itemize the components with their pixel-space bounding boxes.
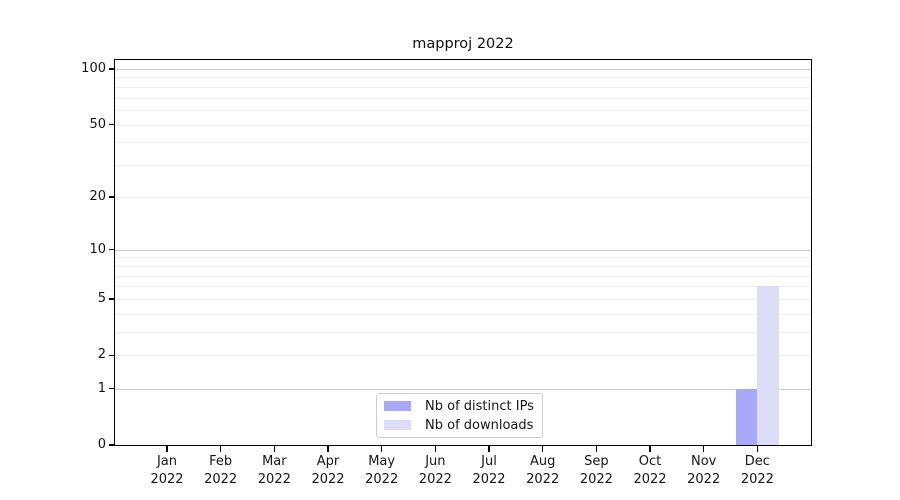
x-tick-mark-1 [166, 446, 168, 452]
gridline-minor-30 [115, 165, 811, 167]
x-tick-label-8: Aug 2022 [526, 454, 560, 487]
legend-item-distinct-ips: Nb of distinct IPs [384, 399, 535, 414]
y-tick-mark-2 [108, 354, 115, 357]
gridline-minor-40 [115, 142, 811, 144]
x-tick-label-2: Feb 2022 [204, 454, 238, 487]
y-tick-mark-20 [108, 196, 115, 198]
x-tick-label-10: Oct 2022 [633, 454, 667, 487]
legend-label-downloads: Nb of downloads [425, 417, 534, 433]
y-tick-label-0: 0 [97, 437, 106, 452]
chart-title: mapproj 2022 [412, 36, 514, 52]
legend-swatch-downloads-icon [384, 419, 411, 431]
gridline-minor-80 [115, 86, 811, 88]
y-tick-label-5: 5 [97, 291, 106, 307]
x-tick-mark-9 [595, 446, 597, 452]
x-tick-mark-7 [488, 446, 490, 452]
y-tick-mark-1 [108, 387, 115, 390]
x-tick-label-9: Sep 2022 [579, 454, 613, 487]
gridline-minor-70 [115, 97, 811, 99]
x-tick-label-11: Nov 2022 [687, 454, 721, 487]
legend-item-downloads: Nb of downloads [384, 418, 535, 433]
x-tick-label-12: Dec 2022 [740, 454, 774, 487]
gridline-minor-6 [115, 286, 811, 288]
gridline-minor-50 [115, 124, 811, 126]
gridline-minor-60 [115, 110, 811, 112]
gridline-minor-7 [115, 275, 811, 277]
bar-nb-of-downloads-dec-2022 [757, 286, 779, 445]
x-tick-label-5: May 2022 [365, 454, 399, 487]
gridline-minor-4 [115, 313, 811, 315]
y-tick-mark-50 [108, 124, 115, 126]
x-tick-mark-6 [434, 446, 436, 452]
x-tick-mark-3 [273, 446, 275, 452]
y-tick-mark-0 [108, 444, 115, 446]
gridline-minor-3 [115, 332, 811, 334]
gridline-minor-90 [115, 77, 811, 79]
gridline-major-1 [115, 388, 811, 390]
x-tick-mark-12 [756, 446, 759, 452]
y-tick-label-100: 100 [81, 60, 106, 76]
x-tick-mark-5 [381, 446, 383, 452]
x-tick-mark-4 [327, 446, 329, 452]
legend: Nb of distinct IPs Nb of downloads [376, 393, 543, 438]
x-tick-label-6: Jun 2022 [418, 454, 452, 487]
plot-area [115, 60, 811, 445]
x-tick-mark-10 [649, 446, 651, 452]
gridline-minor-8 [115, 265, 811, 267]
gridline-minor-20 [115, 196, 811, 198]
legend-label-distinct-ips: Nb of distinct IPs [425, 398, 534, 414]
y-tick-label-10: 10 [89, 241, 106, 257]
bar-nb-of-distinct-ips-dec-2022 [735, 388, 758, 445]
y-tick-label-1: 1 [97, 380, 106, 396]
y-tick-label-2: 2 [97, 347, 106, 363]
y-tick-mark-5 [108, 298, 115, 300]
x-tick-mark-11 [703, 446, 705, 452]
gridline-major-10 [115, 249, 811, 251]
x-tick-mark-8 [542, 446, 544, 452]
y-tick-label-20: 20 [89, 188, 106, 204]
x-tick-label-4: Apr 2022 [311, 454, 345, 487]
x-tick-label-1: Jan 2022 [150, 454, 184, 487]
x-tick-mark-2 [220, 446, 222, 452]
gridline-minor-2 [115, 355, 811, 357]
y-tick-label-50: 50 [89, 116, 106, 132]
legend-swatch-distinct-ips-icon [384, 400, 411, 412]
y-tick-mark-10 [108, 248, 115, 251]
gridline-minor-9 [115, 257, 811, 259]
gridline-major-100 [115, 68, 811, 70]
x-tick-label-7: Jul 2022 [472, 454, 506, 487]
x-tick-label-3: Mar 2022 [257, 454, 291, 487]
gridline-minor-5 [115, 299, 811, 301]
y-tick-mark-100 [108, 68, 115, 70]
